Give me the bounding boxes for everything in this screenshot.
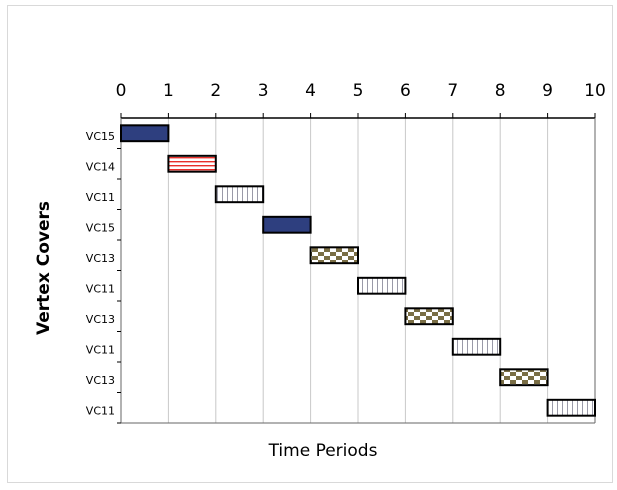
y-tick-label: VC13 bbox=[86, 313, 115, 326]
gridlines bbox=[167, 118, 549, 423]
x-tick-label: 2 bbox=[210, 81, 221, 101]
y-tick-label: VC11 bbox=[86, 282, 115, 295]
x-tick-label: 8 bbox=[495, 81, 506, 101]
y-tick-label: VC14 bbox=[86, 160, 115, 173]
gantt-bar bbox=[214, 185, 265, 204]
x-tick-label: 4 bbox=[305, 81, 316, 101]
gantt-bar bbox=[262, 215, 312, 234]
x-tick-label: 1 bbox=[163, 81, 174, 101]
gantt-bar bbox=[546, 398, 596, 417]
labels: 0 1 2 3 4 5 6 7 8 9 10 VC15 VC14 VC11 VC15 VC13 VC11 VC13… bbox=[86, 81, 606, 417]
y-tick-label: VC13 bbox=[86, 252, 115, 265]
gantt-bar bbox=[167, 154, 217, 173]
bars bbox=[120, 124, 596, 417]
y-tick-label: VC11 bbox=[86, 404, 115, 417]
y-tick-label: VC15 bbox=[86, 221, 115, 234]
x-tick-label: 10 bbox=[584, 81, 606, 101]
y-tick-label: VC15 bbox=[86, 130, 115, 143]
x-tick-label: 9 bbox=[542, 81, 553, 101]
chart-frame bbox=[7, 5, 613, 483]
gantt-bar bbox=[499, 368, 549, 387]
gantt-bar bbox=[120, 124, 170, 143]
gantt-bar bbox=[404, 307, 454, 326]
gantt-bar bbox=[451, 337, 502, 356]
gantt-bar bbox=[357, 276, 407, 295]
y-tick-label: VC11 bbox=[86, 191, 115, 204]
x-tick-label: 3 bbox=[258, 81, 269, 101]
y-axis-title: Vertex Covers bbox=[34, 201, 54, 335]
gantt-bar bbox=[309, 246, 360, 265]
x-axis-title: Time Periods bbox=[268, 441, 378, 461]
x-tick-label: 5 bbox=[353, 81, 364, 101]
axes bbox=[117, 113, 596, 424]
x-tick-label: 6 bbox=[400, 81, 411, 101]
x-tick-label: 0 bbox=[116, 81, 127, 101]
y-tick-label: VC13 bbox=[86, 374, 115, 387]
x-tick-label: 7 bbox=[447, 81, 458, 101]
y-tick-label: VC11 bbox=[86, 343, 115, 356]
